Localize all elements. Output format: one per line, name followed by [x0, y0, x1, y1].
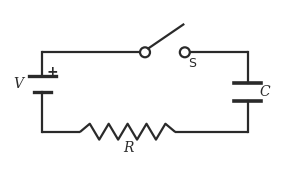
Text: +: +	[47, 65, 58, 79]
Text: C: C	[259, 85, 270, 99]
Text: V: V	[14, 77, 24, 91]
Text: S: S	[188, 57, 196, 70]
Text: R: R	[123, 141, 133, 155]
